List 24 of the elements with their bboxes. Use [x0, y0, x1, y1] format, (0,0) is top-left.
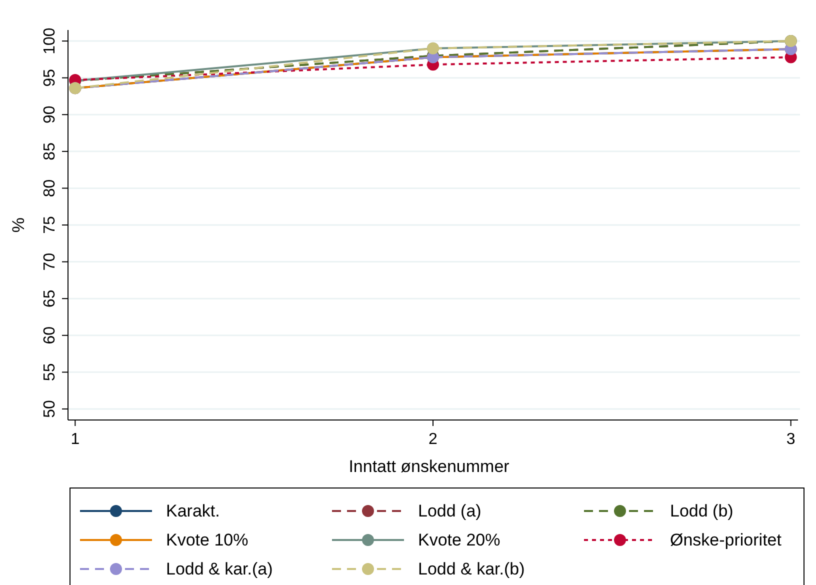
- y-tick-label: 55: [42, 363, 58, 382]
- y-tick-label: 85: [42, 142, 58, 160]
- x-tick-label: 1: [70, 431, 80, 448]
- x-tick-label: 3: [786, 431, 796, 448]
- y-axis-title: %: [9, 217, 28, 233]
- legend-label: Lodd & kar.(b): [418, 560, 525, 578]
- y-tick-label: 75: [42, 216, 58, 234]
- legend-label: Kvote 20%: [418, 530, 500, 550]
- y-tick-label: 90: [42, 106, 58, 124]
- legend-label: Ønske-prioritet: [670, 530, 782, 550]
- y-tick-label: 100: [42, 28, 58, 54]
- x-axis-title: Inntatt ønskenummer: [348, 457, 510, 476]
- legend-label: Lodd & kar.(a): [166, 560, 273, 578]
- legend-label: Lodd (a): [418, 502, 482, 520]
- y-tick-label: 50: [42, 400, 58, 418]
- legend-label: Karakt.: [166, 502, 220, 520]
- x-tick-label: 2: [428, 431, 438, 448]
- y-tick-label: 70: [42, 252, 58, 271]
- legend-label: Kvote 10%: [166, 530, 248, 550]
- y-tick-label: 65: [42, 290, 58, 308]
- y-tick-label: 80: [42, 179, 58, 198]
- legend-label: Lodd (b): [670, 502, 734, 520]
- y-tick-label: 95: [42, 68, 58, 87]
- y-tick-label: 60: [42, 326, 58, 344]
